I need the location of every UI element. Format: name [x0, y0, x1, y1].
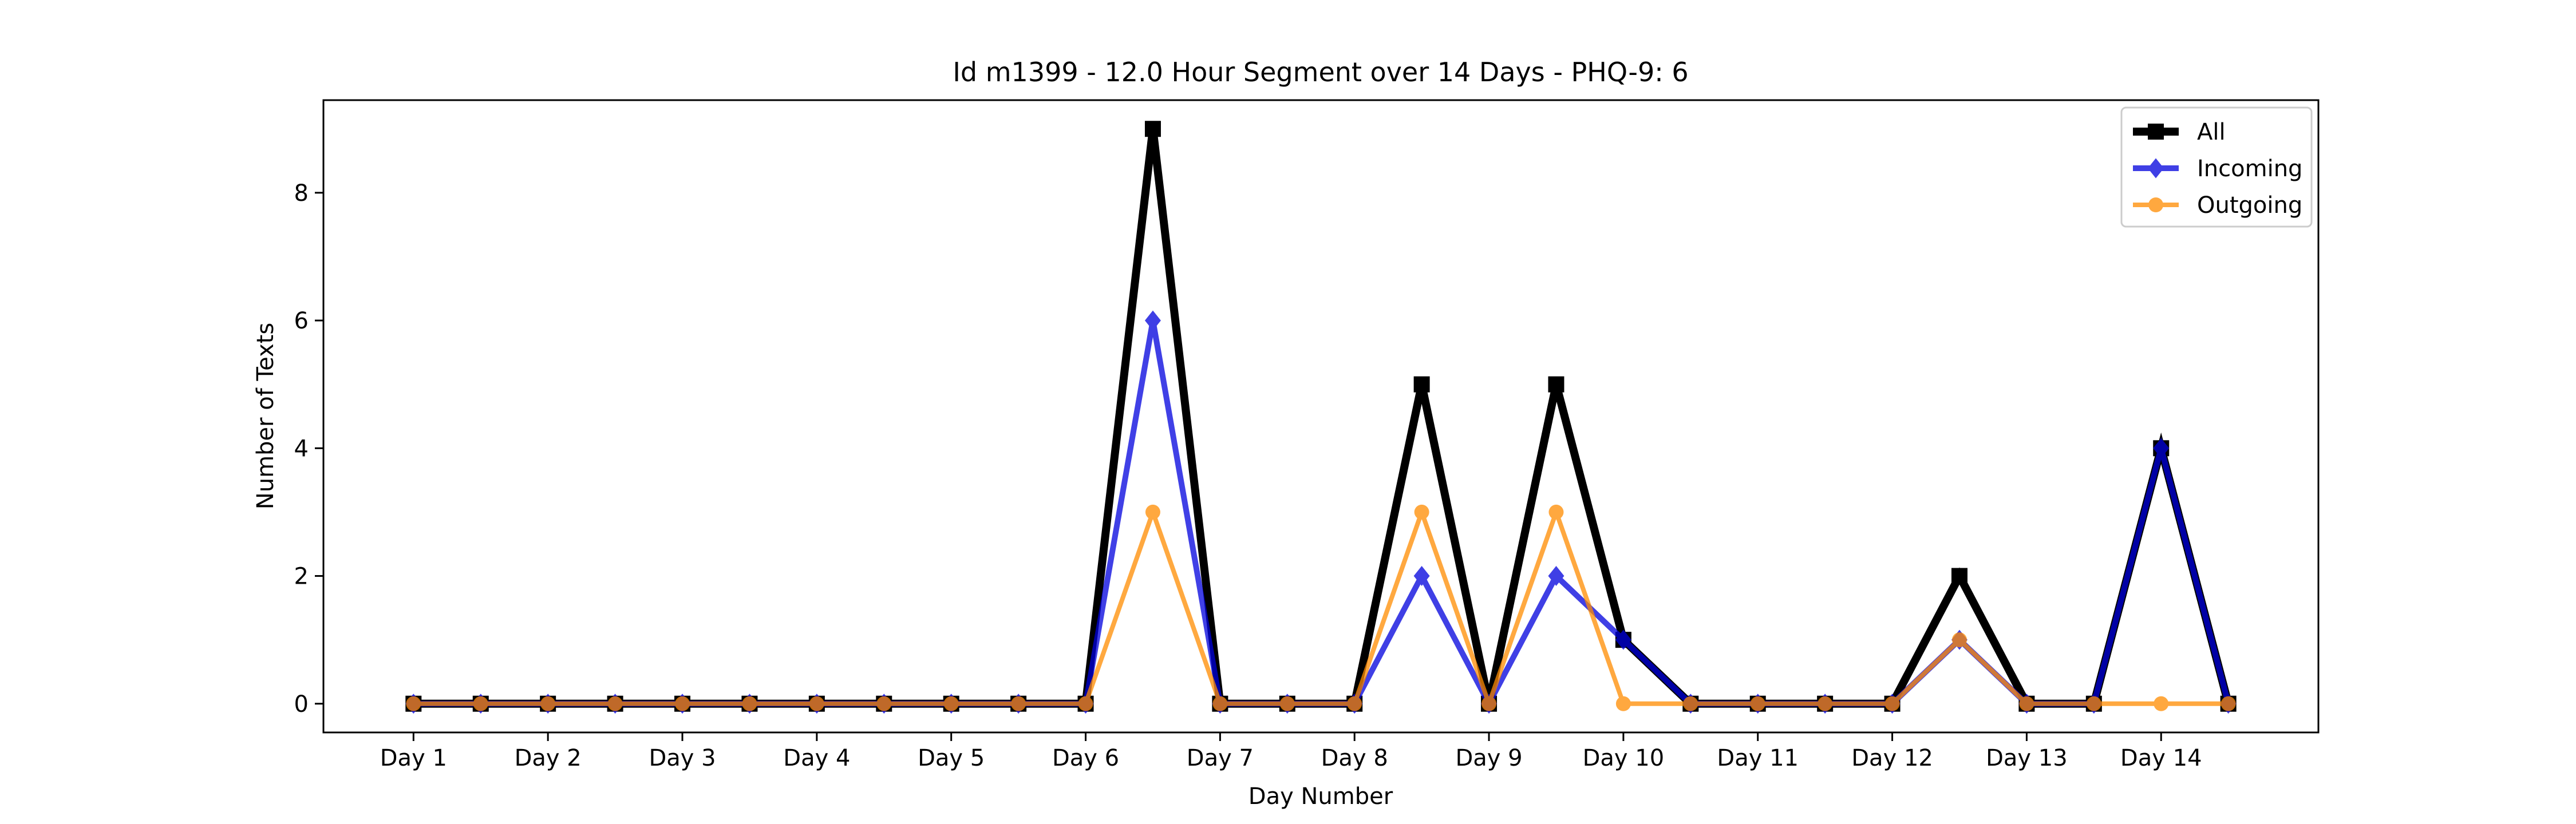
- data-point-outgoing: [1481, 696, 1497, 711]
- x-tick-label: Day 12: [1851, 745, 1933, 771]
- data-point-outgoing: [1818, 696, 1833, 711]
- legend-box: [2120, 106, 2313, 228]
- x-tick-label: Day 7: [1187, 745, 1254, 771]
- data-point-outgoing: [1683, 696, 1698, 711]
- data-point-outgoing: [876, 696, 892, 711]
- x-tick-label: Day 11: [1717, 745, 1799, 771]
- data-point-incoming: [1413, 566, 1430, 587]
- data-point-incoming: [1548, 566, 1564, 587]
- data-point-outgoing: [473, 696, 488, 711]
- data-point-outgoing: [406, 696, 421, 711]
- data-point-outgoing: [1347, 696, 1362, 711]
- legend-marker-outgoing: [2148, 197, 2163, 212]
- data-point-outgoing: [2221, 696, 2236, 711]
- data-point-outgoing: [742, 696, 757, 711]
- data-point-outgoing: [1212, 696, 1228, 711]
- data-point-outgoing: [1548, 504, 1564, 520]
- data-point-all: [1144, 121, 1161, 137]
- data-point-outgoing: [2019, 696, 2034, 711]
- x-tick-label: Day 5: [918, 745, 985, 771]
- x-tick-label: Day 9: [1455, 745, 1522, 771]
- plot-frame: [322, 99, 2320, 734]
- legend-item-outgoing: [2133, 197, 2179, 212]
- data-point-outgoing: [1414, 504, 1429, 520]
- legend-marker-all: [2148, 124, 2164, 140]
- legend: All Incoming Outgoing: [2120, 106, 2313, 228]
- data-point-outgoing: [607, 696, 623, 711]
- x-tick-label: Day 10: [1583, 745, 1665, 771]
- data-point-outgoing: [809, 696, 824, 711]
- y-tick-label: 4: [294, 435, 309, 462]
- y-tick-label: 6: [294, 308, 309, 334]
- y-tick-label: 2: [294, 564, 309, 590]
- legend-marker-incoming: [2148, 158, 2164, 179]
- data-point-outgoing: [1750, 696, 1765, 711]
- data-point-outgoing: [1011, 696, 1026, 711]
- y-axis-label: Number of Texts: [252, 323, 279, 509]
- legend-label-outgoing: Outgoing: [2197, 192, 2302, 219]
- data-point-outgoing: [1279, 696, 1295, 711]
- x-tick-label: Day 8: [1321, 745, 1388, 771]
- x-tick-label: Day 13: [1986, 745, 2068, 771]
- data-point-outgoing: [2086, 696, 2101, 711]
- x-axis-label: Day Number: [1249, 783, 1393, 810]
- data-point-outgoing: [540, 696, 556, 711]
- x-tick-label: Day 14: [2120, 745, 2202, 771]
- data-point-outgoing: [943, 696, 959, 711]
- data-point-outgoing: [675, 696, 690, 711]
- x-tick-label: Day 6: [1052, 745, 1119, 771]
- data-point-incoming: [1615, 629, 1631, 650]
- data-point-outgoing: [1145, 504, 1160, 520]
- legend-label-incoming: Incoming: [2197, 156, 2302, 182]
- data-point-all: [1413, 376, 1430, 393]
- x-tick-label: Day 4: [783, 745, 850, 771]
- data-point-all: [1951, 568, 1967, 584]
- legend-label-all: All: [2197, 119, 2226, 145]
- data-point-outgoing: [1615, 696, 1631, 711]
- data-point-all: [1548, 376, 1564, 393]
- data-point-outgoing: [1078, 696, 1093, 711]
- chart-title: Id m1399 - 12.0 Hour Segment over 14 Day…: [953, 57, 1688, 88]
- x-tick-label: Day 1: [380, 745, 447, 771]
- data-point-incoming: [2153, 438, 2170, 458]
- legend-item-all: [2133, 124, 2179, 140]
- data-point-outgoing: [2154, 696, 2169, 711]
- data-point-incoming: [1144, 310, 1161, 331]
- legend-item-incoming: [2133, 158, 2179, 179]
- x-tick-label: Day 3: [649, 745, 716, 771]
- x-tick-label: Day 2: [515, 745, 582, 771]
- y-tick-label: 8: [294, 180, 309, 207]
- data-point-outgoing: [1951, 632, 1967, 648]
- data-point-outgoing: [1884, 696, 1900, 711]
- y-tick-label: 0: [294, 691, 309, 718]
- series-line-outgoing: [413, 505, 2229, 711]
- series-outgoing: [406, 504, 2236, 711]
